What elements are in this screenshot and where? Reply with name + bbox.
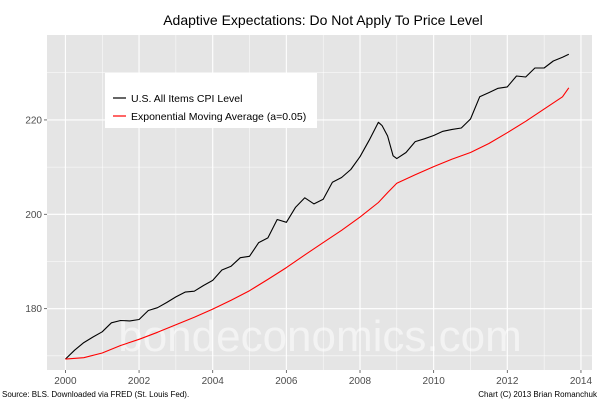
axes: 2000 2002 2004 2006 2008 2010 2012 2014 180 200 22…: [25, 115, 592, 387]
legend-box: [105, 73, 317, 128]
x-tick-label: 2012: [496, 376, 519, 387]
x-tick-label: 2004: [202, 376, 225, 387]
y-tick-label: 180: [25, 304, 42, 315]
watermark-text: bondeconomics.com: [118, 312, 522, 361]
credit-note: Chart (C) 2013 Brian Romanchuk: [478, 390, 598, 399]
legend: U.S. All Items CPI Level Exponential Mov…: [105, 73, 317, 128]
chart-title: Adaptive Expectations: Do Not Apply To P…: [163, 12, 483, 28]
series-lines: [65, 53, 570, 360]
x-tick-label: 2000: [54, 376, 77, 387]
x-tick-label: 2010: [423, 376, 446, 387]
legend-label-ema: Exponential Moving Average (a=0.05): [131, 111, 306, 123]
source-note: Source: BLS. Downloaded via FRED (St. Lo…: [2, 390, 189, 399]
series-line-ema: [65, 87, 570, 360]
y-tick-label: 220: [25, 115, 42, 126]
x-tick-label: 2014: [570, 376, 593, 387]
x-tick-label: 2006: [275, 376, 298, 387]
x-tick-label: 2008: [349, 376, 372, 387]
x-tick-label: 2002: [128, 376, 151, 387]
legend-label-cpi: U.S. All Items CPI Level: [131, 93, 242, 105]
y-tick-label: 200: [25, 210, 42, 221]
series-line-cpi: [65, 53, 570, 360]
